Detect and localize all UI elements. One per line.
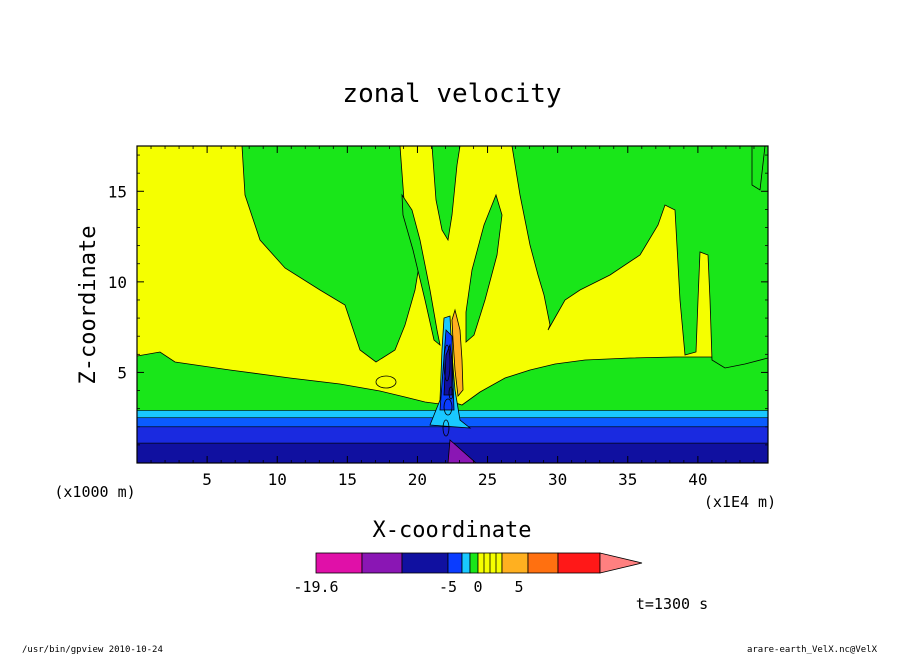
core-contours [442, 344, 454, 437]
colorbar-swatch-3 [447, 552, 463, 574]
colorbar-swatch-2 [401, 552, 449, 574]
weak-region-central [431, 146, 461, 242]
colorbar-swatch-0 [315, 552, 363, 574]
x-tick-label-4: 25 [478, 470, 497, 489]
colorbar-swatch-1 [361, 552, 403, 574]
x-unit-left: (x1000 m) [54, 483, 135, 501]
colorbar-swatch-8 [527, 552, 559, 574]
colorbar-swatch-7 [501, 552, 529, 574]
colorbar-swatch-5 [469, 552, 479, 574]
positive-island [375, 375, 397, 389]
colorbar-label-2: 0 [473, 578, 482, 596]
chart-title: zonal velocity [342, 79, 561, 109]
weak-region-right-upper [511, 146, 768, 369]
x-axis-label: X-coordinate [373, 518, 532, 543]
x-tick-label-6: 35 [618, 470, 637, 489]
x-tick-label-2: 15 [338, 470, 357, 489]
y-axis: 5 10 15 [108, 154, 768, 446]
footer-left: /usr/bin/gpview 2010-10-24 [22, 645, 163, 654]
y-axis-label: Z-coordinate [76, 226, 101, 385]
colorbar-labels: -19.6 -5 0 5 [293, 578, 523, 596]
colorbar [315, 552, 643, 574]
purple-wedge [447, 439, 477, 463]
x-tick-label-7: 40 [688, 470, 707, 489]
x-axis: 5 10 15 20 25 30 35 40 [150, 146, 755, 489]
colorbar-swatch-9 [557, 552, 601, 574]
y-tick-label-2: 15 [108, 182, 127, 201]
colorbar-label-1: -5 [439, 578, 457, 596]
footer-right: arare-earth_VelX.nc@VelX [747, 645, 878, 654]
y-tick-label-1: 10 [108, 273, 127, 292]
colorbar-extend-arrow [599, 552, 643, 574]
weak-streak-right [465, 193, 503, 343]
x-tick-label-0: 5 [202, 470, 212, 489]
velocity-band-1 [137, 426, 768, 444]
x-tick-label-5: 30 [548, 470, 567, 489]
plot-frame [136, 145, 769, 464]
colorbar-label-0: -19.6 [293, 578, 338, 596]
x-tick-label-1: 10 [268, 470, 287, 489]
x-tick-label-3: 20 [408, 470, 427, 489]
x-unit-right: (x1E4 m) [704, 493, 776, 511]
plot-area [137, 146, 768, 463]
y-tick-label-0: 5 [117, 363, 127, 382]
colorbar-label-3: 5 [514, 578, 523, 596]
weak-tongue-center [401, 193, 441, 347]
positive-core [451, 308, 464, 397]
colorbar-swatch-4 [461, 552, 471, 574]
time-label: t=1300 s [636, 595, 708, 613]
